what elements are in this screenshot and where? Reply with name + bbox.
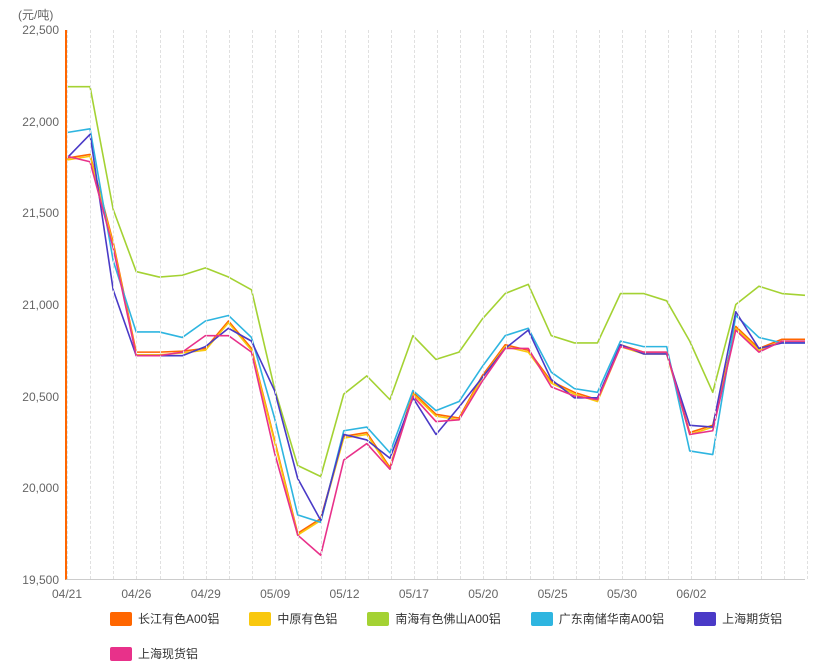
x-tick-label: 06/02 [676, 587, 706, 601]
vertical-gridline [483, 30, 484, 579]
legend-item[interactable]: 南海有色佛山A00铝 [367, 610, 500, 627]
x-tick-label: 05/09 [260, 587, 290, 601]
y-tick-label: 22,000 [22, 115, 59, 129]
series-line [67, 154, 805, 533]
vertical-gridline [761, 30, 762, 579]
legend-item[interactable]: 上海现货铝 [110, 645, 198, 662]
plot-area: 19,50020,00020,50021,00021,50022,00022,5… [65, 30, 805, 580]
x-tick-label: 05/17 [399, 587, 429, 601]
x-tick-label: 05/20 [468, 587, 498, 601]
y-tick-label: 20,000 [22, 481, 59, 495]
legend-swatch [531, 612, 553, 626]
x-tick-label: 04/29 [191, 587, 221, 601]
vertical-gridline [738, 30, 739, 579]
legend-label: 上海现货铝 [138, 645, 198, 662]
legend-label: 广东南储华南A00铝 [559, 610, 664, 627]
chart-lines [67, 30, 805, 579]
vertical-gridline [113, 30, 114, 579]
x-tick-label: 05/25 [538, 587, 568, 601]
vertical-gridline [784, 30, 785, 579]
vertical-gridline [530, 30, 531, 579]
vertical-gridline [90, 30, 91, 579]
vertical-gridline [67, 30, 68, 579]
vertical-gridline [506, 30, 507, 579]
vertical-gridline [160, 30, 161, 579]
vertical-gridline [668, 30, 669, 579]
legend-label: 南海有色佛山A00铝 [395, 610, 500, 627]
vertical-gridline [136, 30, 137, 579]
y-tick-label: 20,500 [22, 390, 59, 404]
legend-label: 中原有色铝 [277, 610, 337, 627]
legend-item[interactable]: 中原有色铝 [249, 610, 337, 627]
vertical-gridline [553, 30, 554, 579]
x-tick-label: 04/21 [52, 587, 82, 601]
legend: 长江有色A00铝 中原有色铝 南海有色佛山A00铝 广东南储华南A00铝 上海期货铝上海… [110, 610, 810, 662]
vertical-gridline [229, 30, 230, 579]
vertical-gridline [414, 30, 415, 579]
legend-item[interactable]: 长江有色A00铝 [110, 610, 219, 627]
legend-item[interactable]: 上海期货铝 [694, 610, 782, 627]
vertical-gridline [345, 30, 346, 579]
y-tick-label: 21,000 [22, 298, 59, 312]
vertical-gridline [576, 30, 577, 579]
vertical-gridline [599, 30, 600, 579]
vertical-gridline [460, 30, 461, 579]
x-tick-label: 04/26 [121, 587, 151, 601]
vertical-gridline [691, 30, 692, 579]
y-tick-label: 21,500 [22, 206, 59, 220]
vertical-gridline [275, 30, 276, 579]
y-tick-label: 19,500 [22, 573, 59, 587]
vertical-gridline [715, 30, 716, 579]
vertical-gridline [622, 30, 623, 579]
legend-item[interactable]: 广东南储华南A00铝 [531, 610, 664, 627]
legend-label: 长江有色A00铝 [138, 610, 219, 627]
vertical-gridline [298, 30, 299, 579]
series-line [67, 87, 805, 477]
vertical-gridline [183, 30, 184, 579]
series-line [67, 156, 805, 535]
legend-swatch [110, 647, 132, 661]
vertical-gridline [321, 30, 322, 579]
legend-swatch [249, 612, 271, 626]
series-line [67, 129, 805, 522]
legend-label: 上海期货铝 [722, 610, 782, 627]
chart-container: (元/吨) 19,50020,00020,50021,00021,50022,0… [0, 0, 830, 672]
vertical-gridline [645, 30, 646, 579]
vertical-gridline [391, 30, 392, 579]
legend-swatch [367, 612, 389, 626]
vertical-gridline [368, 30, 369, 579]
vertical-gridline [437, 30, 438, 579]
x-tick-label: 05/12 [329, 587, 359, 601]
y-tick-label: 22,500 [22, 23, 59, 37]
vertical-gridline [206, 30, 207, 579]
vertical-gridline [807, 30, 808, 579]
legend-swatch [694, 612, 716, 626]
x-tick-label: 05/30 [607, 587, 637, 601]
legend-swatch [110, 612, 132, 626]
y-axis-unit-label: (元/吨) [18, 6, 53, 23]
vertical-gridline [252, 30, 253, 579]
series-line [67, 134, 805, 520]
